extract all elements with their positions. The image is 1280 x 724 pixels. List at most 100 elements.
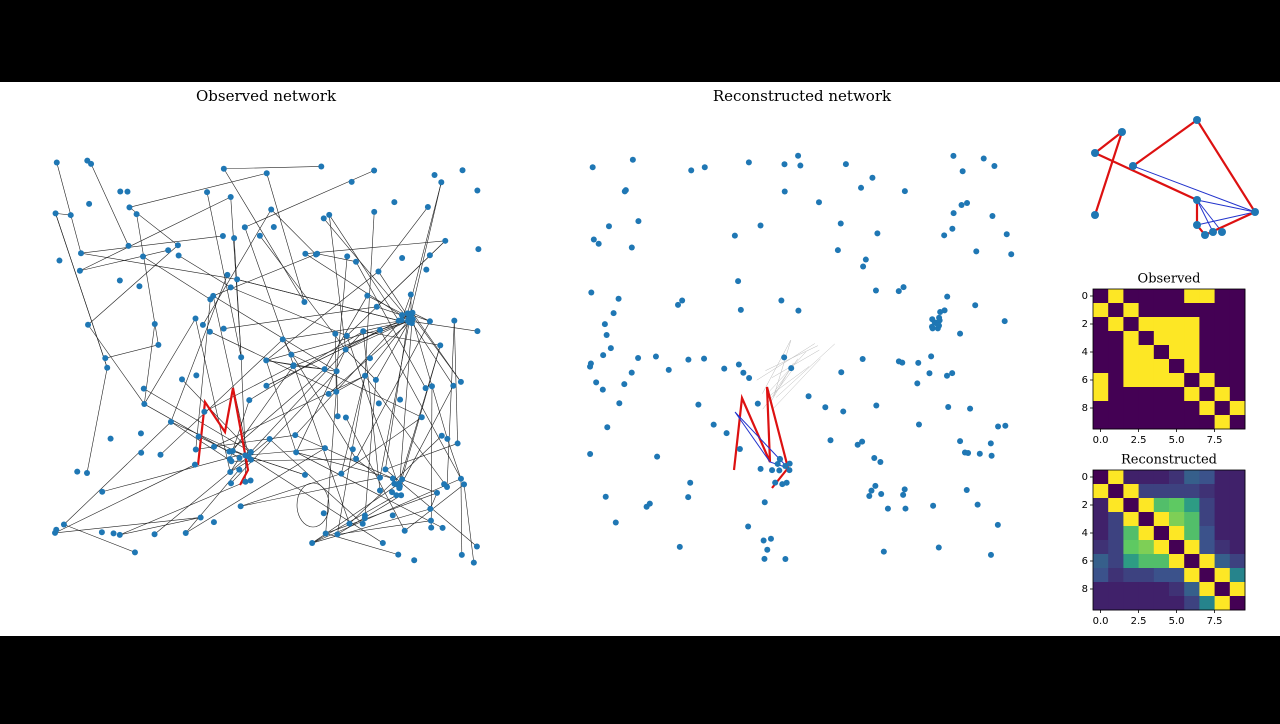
x-tick-label: 7.5: [1207, 616, 1223, 627]
node: [596, 241, 602, 247]
node: [183, 530, 189, 536]
node: [937, 309, 943, 315]
y-tick-label: 4: [1082, 347, 1088, 358]
heatmap-cell: [1215, 289, 1231, 303]
node: [257, 233, 263, 239]
node: [621, 381, 627, 387]
node: [376, 400, 382, 406]
heatmap-cell: [1184, 568, 1200, 582]
node: [755, 401, 761, 407]
node: [332, 331, 338, 337]
node: [391, 199, 397, 205]
node: [957, 438, 963, 444]
node: [198, 514, 204, 520]
node: [395, 552, 401, 558]
heatmap-cell: [1169, 359, 1185, 373]
node: [211, 519, 217, 525]
heatmap-cell: [1154, 345, 1170, 359]
node: [735, 278, 741, 284]
node: [360, 521, 366, 527]
heatmap-cell: [1123, 303, 1139, 317]
node: [935, 322, 941, 328]
node: [873, 288, 879, 294]
node: [349, 179, 355, 185]
heatmap-cell: [1154, 540, 1170, 554]
heatmap-cell: [1215, 554, 1231, 568]
heatmap-cell: [1215, 540, 1231, 554]
heatmap-cell: [1123, 373, 1139, 387]
node: [995, 423, 1001, 429]
node: [353, 456, 359, 462]
heatmap-cell: [1199, 331, 1215, 345]
heatmap-cell: [1215, 387, 1231, 401]
node: [333, 389, 339, 395]
heatmap-cell: [1169, 484, 1185, 498]
heatmap-cell: [1199, 484, 1215, 498]
node: [973, 248, 979, 254]
heatmap-cell: [1199, 526, 1215, 540]
heatmap-cell: [1184, 289, 1200, 303]
node: [335, 413, 341, 419]
heatmap-cell: [1108, 526, 1124, 540]
node: [221, 166, 227, 172]
heatmap-cell: [1093, 359, 1109, 373]
heatmap-cell: [1230, 498, 1246, 512]
node: [816, 199, 822, 205]
node: [362, 373, 368, 379]
node: [459, 552, 465, 558]
x-tick-label: 2.5: [1131, 616, 1147, 627]
heatmap-cell: [1139, 303, 1155, 317]
node: [981, 156, 987, 162]
heatmap-cell: [1169, 582, 1185, 596]
heatmap-cell: [1184, 470, 1200, 484]
node: [965, 450, 971, 456]
heatmap-cell: [1093, 373, 1109, 387]
y-tick-label: 0: [1082, 472, 1088, 483]
node: [271, 224, 277, 230]
node: [179, 376, 185, 382]
node: [967, 406, 973, 412]
heatmap-cell: [1199, 401, 1215, 415]
node: [989, 213, 995, 219]
node: [362, 515, 368, 521]
node: [399, 476, 405, 482]
node: [134, 211, 140, 217]
heatmap-cell: [1139, 582, 1155, 596]
heatmap-cell: [1169, 526, 1185, 540]
heatmap-cell: [1139, 289, 1155, 303]
node: [616, 400, 622, 406]
node: [165, 247, 171, 253]
heatmap-cell: [1230, 526, 1246, 540]
heatmap-cell: [1154, 317, 1170, 331]
heatmap-cell: [1230, 568, 1246, 582]
node: [944, 294, 950, 300]
node: [53, 527, 59, 533]
heatmap-cell: [1154, 387, 1170, 401]
heatmap-cell: [1123, 526, 1139, 540]
node: [302, 251, 308, 257]
node: [450, 383, 456, 389]
node: [102, 355, 108, 361]
heatmap-cell: [1123, 359, 1139, 373]
node: [429, 383, 435, 389]
node: [835, 247, 841, 253]
node: [375, 269, 381, 275]
node: [869, 175, 875, 181]
node: [629, 370, 635, 376]
heatmap-cell: [1123, 415, 1139, 429]
node: [344, 333, 350, 339]
node: [855, 442, 861, 448]
node: [902, 506, 908, 512]
heatmap-cell: [1093, 540, 1109, 554]
node: [900, 492, 906, 498]
node: [745, 523, 751, 529]
node: [604, 424, 610, 430]
heatmap-cell: [1139, 331, 1155, 345]
node: [603, 494, 609, 500]
node: [138, 450, 144, 456]
node: [679, 298, 685, 304]
node: [635, 355, 641, 361]
node: [608, 345, 614, 351]
heatmap-cell: [1230, 387, 1246, 401]
heatmap-cell: [1199, 470, 1215, 484]
